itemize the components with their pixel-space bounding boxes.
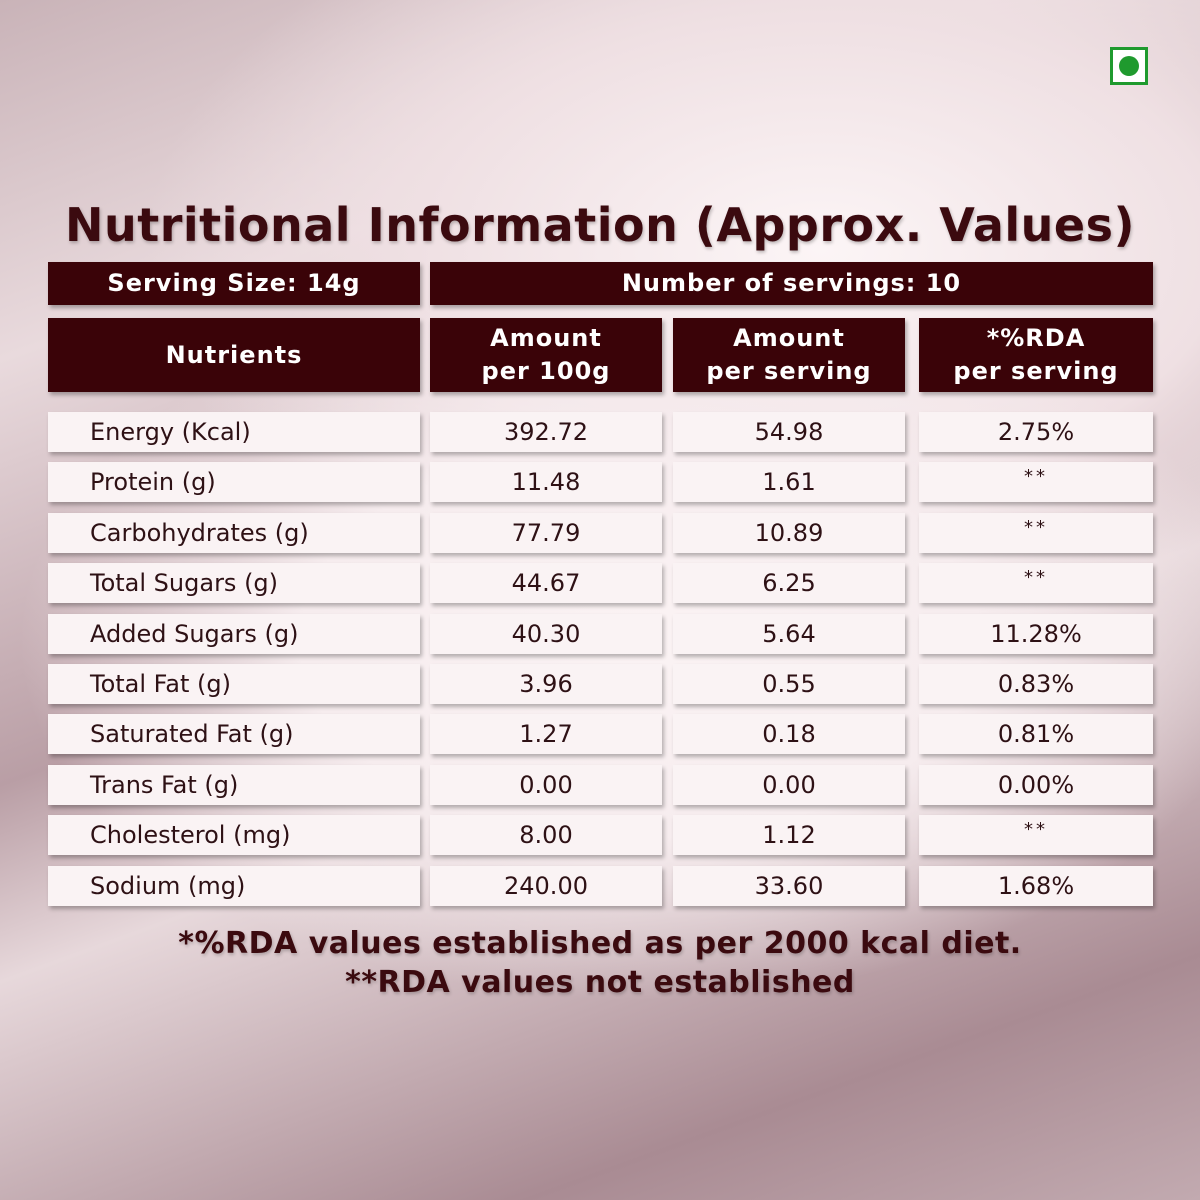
header-per-100g-line1: Amount [490,324,602,352]
page-title: Nutritional Information (Approx. Values) [64,198,1136,252]
amount-per-100g: 3.96 [430,664,662,704]
amount-per-100g: 392.72 [430,412,662,452]
amount-per-serving: 1.61 [673,462,905,502]
header-per-serving: Amount per serving [673,318,905,392]
amount-per-100g: 77.79 [430,513,662,553]
rda-per-serving: ** [919,462,1153,502]
amount-per-100g: 44.67 [430,563,662,603]
nutrient-name: Sodium (mg) [48,866,420,906]
rda-per-serving: 1.68% [919,866,1153,906]
amount-per-100g: 40.30 [430,614,662,654]
header-rda: *%RDA per serving [919,318,1153,392]
number-of-servings-bar: Number of servings: 10 [430,262,1153,305]
rda-per-serving: ** [919,513,1153,553]
rda-per-serving: ** [919,563,1153,603]
serving-size-bar: Serving Size: 14g [48,262,420,305]
amount-per-serving: 5.64 [673,614,905,654]
nutrient-name: Added Sugars (g) [48,614,420,654]
header-per-100g: Amount per 100g [430,318,662,392]
header-nutrients-label: Nutrients [165,340,303,369]
rda-per-serving: 2.75% [919,412,1153,452]
rda-per-serving: ** [919,815,1153,855]
footnote-rda: *%RDA values established as per 2000 kca… [178,926,1022,961]
footnote-not-established: **RDA values not established [345,965,855,1000]
nutrient-name: Trans Fat (g) [48,765,420,805]
amount-per-serving: 0.00 [673,765,905,805]
veg-mark-icon [1110,47,1148,85]
amount-per-100g: 11.48 [430,462,662,502]
amount-per-serving: 0.18 [673,714,905,754]
header-per-serving-line1: Amount [733,324,845,352]
rda-per-serving: 0.81% [919,714,1153,754]
nutrient-name: Protein (g) [48,462,420,502]
nutrient-name: Cholesterol (mg) [48,815,420,855]
header-rda-line2: per serving [953,357,1119,385]
amount-per-100g: 8.00 [430,815,662,855]
rda-per-serving: 0.83% [919,664,1153,704]
amount-per-serving: 33.60 [673,866,905,906]
rda-per-serving: 0.00% [919,765,1153,805]
amount-per-serving: 10.89 [673,513,905,553]
veg-mark-dot [1119,56,1139,76]
header-per-100g-line2: per 100g [481,357,611,385]
nutrient-name: Total Sugars (g) [48,563,420,603]
header-nutrients: Nutrients [48,318,420,392]
amount-per-100g: 240.00 [430,866,662,906]
nutrient-name: Saturated Fat (g) [48,714,420,754]
amount-per-100g: 1.27 [430,714,662,754]
nutrient-name: Total Fat (g) [48,664,420,704]
amount-per-serving: 6.25 [673,563,905,603]
amount-per-100g: 0.00 [430,765,662,805]
amount-per-serving: 54.98 [673,412,905,452]
nutrient-name: Energy (Kcal) [48,412,420,452]
rda-per-serving: 11.28% [919,614,1153,654]
amount-per-serving: 1.12 [673,815,905,855]
amount-per-serving: 0.55 [673,664,905,704]
header-per-serving-line2: per serving [706,357,872,385]
nutrient-name: Carbohydrates (g) [48,513,420,553]
header-rda-line1: *%RDA [986,324,1086,352]
